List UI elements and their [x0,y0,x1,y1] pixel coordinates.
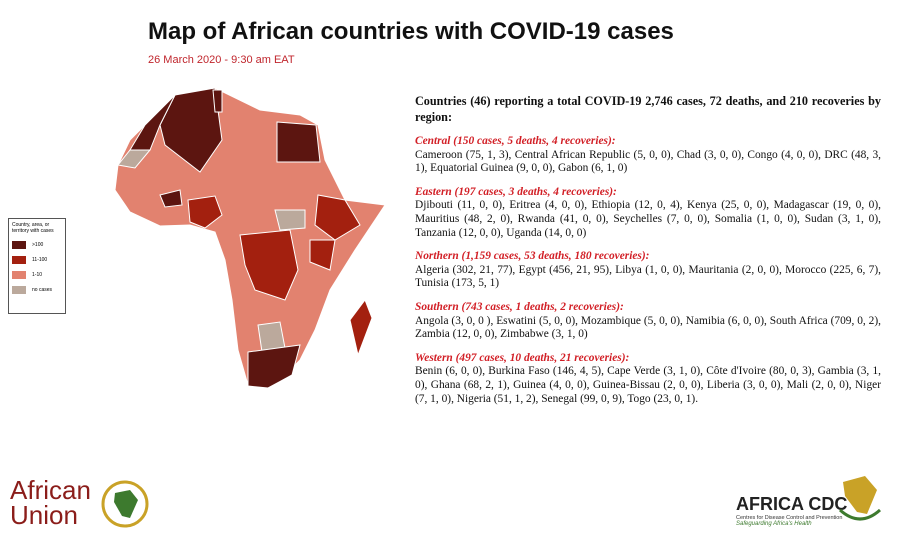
drc [239,229,299,301]
region-heading: Central (150 cases, 5 deaths, 4 recoveri… [415,135,616,147]
legend-label: no cases [32,287,53,293]
region-body: Angola (3, 0, 0 ), Eswatini (5, 0, 0), M… [415,314,881,341]
legend-item: 1-10 [12,271,62,279]
region: Northern (1,159 cases, 53 deaths, 180 re… [415,250,881,291]
au-emblem [101,480,149,528]
region: Eastern (197 cases, 3 deaths, 4 recoveri… [415,186,881,240]
egypt [276,121,321,163]
region: Western (497 cases, 10 deaths, 21 recove… [415,352,881,406]
region: Southern (743 cases, 1 deaths, 2 recover… [415,301,881,342]
cdc-sub: Centres for Disease Control and Preventi… [736,515,843,521]
region-body: Algeria (302, 21, 77), Egypt (456, 21, 9… [415,263,881,290]
region-heading: Eastern (197 cases, 3 deaths, 4 recoveri… [415,185,617,198]
region-body: Benin (6, 0, 0), Burkina Faso (146, 4, 5… [415,365,881,405]
legend-label: >100 [32,242,44,248]
nigeria [187,195,223,229]
report-text: Countries (46) reporting a total COVID-1… [415,93,881,416]
tunisia [212,89,223,113]
legend-item: >100 [12,241,62,249]
cdc-tagline: Safeguarding Africa's Health [736,521,812,527]
legend-item: 11-100 [12,256,62,264]
legend: Country, area, or territory with cases >… [8,218,66,314]
cdc-name: AFRICA CDC [736,494,848,514]
au-logo: African Union [10,475,91,530]
legend-label: 11-100 [32,257,48,263]
region-heading: Southern (743 cases, 1 deaths, 2 recover… [415,300,624,313]
kenya [309,239,336,271]
legend-item: no cases [12,286,62,294]
region-heading: Western (497 cases, 10 deaths, 21 recove… [415,351,630,364]
cdc-emblem [838,476,882,521]
region-heading: Northern (1,159 cases, 53 deaths, 180 re… [415,250,650,263]
region-body: Cameroon (75, 1, 3), Central African Rep… [415,148,881,175]
africa-map [114,87,386,389]
burkina [159,189,183,208]
south-africa [247,344,301,389]
ethiopia [314,194,361,241]
date: 26 March 2020 - 9:30 am EAT [148,54,295,66]
region: Central (150 cases, 5 deaths, 4 recoveri… [415,135,881,176]
cdc-logo: AFRICA CDC Centres for Disease Control a… [736,494,847,527]
legend-title: Country, area, or territory with cases [12,222,54,234]
legend-label: 1-10 [32,272,43,278]
madagascar [349,298,373,357]
au-text: Union [10,500,78,530]
summary: Countries (46) reporting a total COVID-1… [415,94,881,124]
title: Map of African countries with COVID-19 c… [148,18,674,45]
morocco [129,94,176,151]
region-body: Djibouti (11, 0, 0), Eritrea (4, 0, 0), … [415,199,881,239]
western-sahara [117,149,152,169]
south-sudan-nocases [274,209,306,231]
au-text: African [10,475,91,505]
